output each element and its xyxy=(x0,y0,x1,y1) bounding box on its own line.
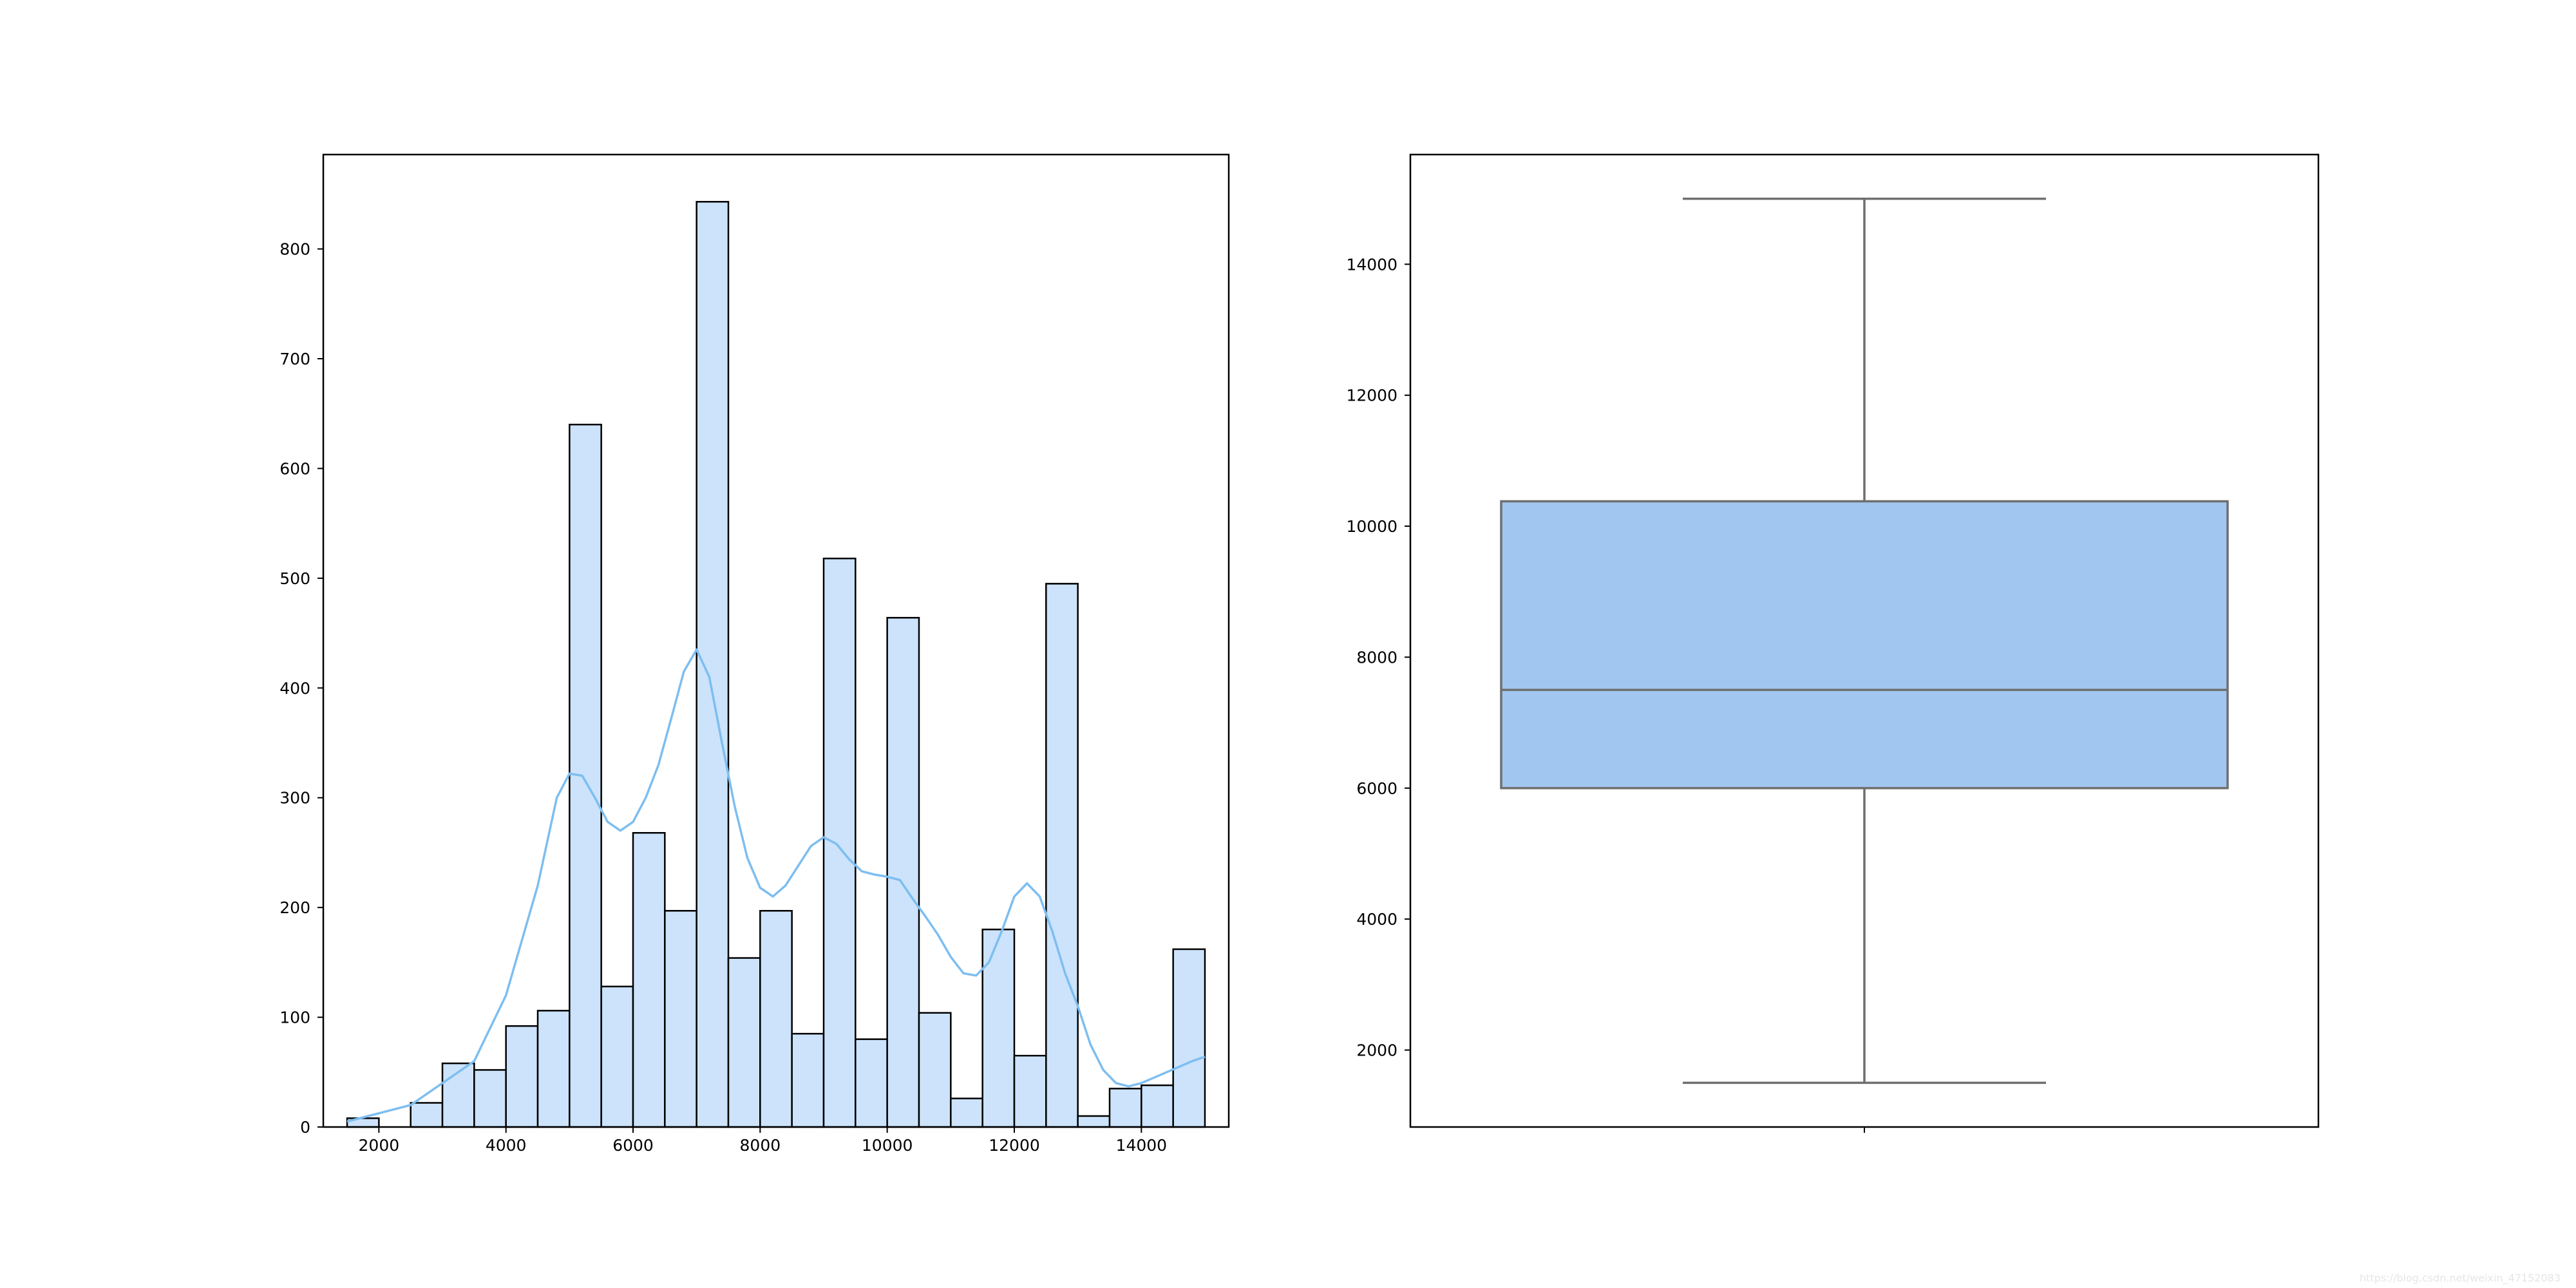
y-tick-label: 2000 xyxy=(1356,1041,1397,1060)
histogram-bar xyxy=(791,1032,825,1128)
boxplot-panel: 2000 4000 6000 8000 10000 12000 14000 xyxy=(1346,153,2320,1133)
y-tick-label: 200 xyxy=(279,898,310,917)
y-tick-label: 700 xyxy=(279,350,310,368)
histogram-bar xyxy=(1077,1115,1111,1128)
x-tick-label: 4000 xyxy=(486,1136,527,1155)
iqr-box xyxy=(1500,500,2229,790)
y-tick-label: 800 xyxy=(279,240,310,259)
x-tick-label: 6000 xyxy=(612,1136,654,1155)
histogram-bar xyxy=(1141,1084,1174,1128)
x-tick-label: 10000 xyxy=(862,1136,913,1155)
histogram-bar xyxy=(536,1010,571,1128)
x-tick-label: 2000 xyxy=(359,1136,400,1155)
histogram-bar xyxy=(632,832,666,1128)
histogram-bar xyxy=(918,1012,952,1128)
y-tick-label: 0 xyxy=(300,1118,310,1137)
histogram-axes-frame xyxy=(322,153,1230,1128)
histogram-bar xyxy=(696,201,730,1128)
histogram-bar xyxy=(473,1069,507,1128)
x-tick-label: 8000 xyxy=(740,1136,781,1155)
histogram-bar xyxy=(727,957,761,1128)
histogram-bar xyxy=(950,1097,983,1128)
y-tick-label: 14000 xyxy=(1346,255,1397,274)
y-tick-label: 10000 xyxy=(1346,517,1397,536)
y-tick-label: 400 xyxy=(279,679,310,697)
kde-line xyxy=(346,648,1206,1123)
y-tick-label: 500 xyxy=(279,569,310,588)
histogram-bar xyxy=(410,1102,444,1128)
histogram-bar xyxy=(855,1038,888,1128)
x-tick-label: 14000 xyxy=(1116,1136,1168,1155)
histogram-bar xyxy=(822,557,857,1128)
histogram-bar xyxy=(664,910,697,1128)
histogram-bar xyxy=(886,616,920,1128)
histogram-bar xyxy=(505,1025,539,1128)
y-tick-label: 4000 xyxy=(1356,910,1397,929)
histogram-bar xyxy=(1108,1088,1142,1128)
histogram-bar xyxy=(569,424,602,1128)
histogram-bar xyxy=(1013,1054,1047,1128)
histogram-bar xyxy=(600,985,634,1128)
y-tick-label: 6000 xyxy=(1356,779,1397,798)
histogram-bar xyxy=(981,928,1016,1128)
y-tick-label: 600 xyxy=(279,459,310,478)
histogram-bar xyxy=(1172,948,1206,1128)
histogram-bar xyxy=(441,1062,475,1128)
histogram-panel: 2000 4000 6000 8000 10000 12000 14000 0 100 200 30… xyxy=(279,153,1230,1155)
histogram-bar xyxy=(759,910,793,1128)
y-tick-label: 100 xyxy=(279,1009,310,1027)
y-tick-label: 12000 xyxy=(1346,386,1397,405)
y-tick-label: 300 xyxy=(279,789,310,808)
x-tick-label: 12000 xyxy=(989,1136,1040,1155)
watermark-text: https://blog.csdn.net/weixin_47152083 xyxy=(2359,1272,2561,1284)
histogram-bar xyxy=(1045,583,1079,1128)
y-tick-label: 8000 xyxy=(1356,648,1397,667)
